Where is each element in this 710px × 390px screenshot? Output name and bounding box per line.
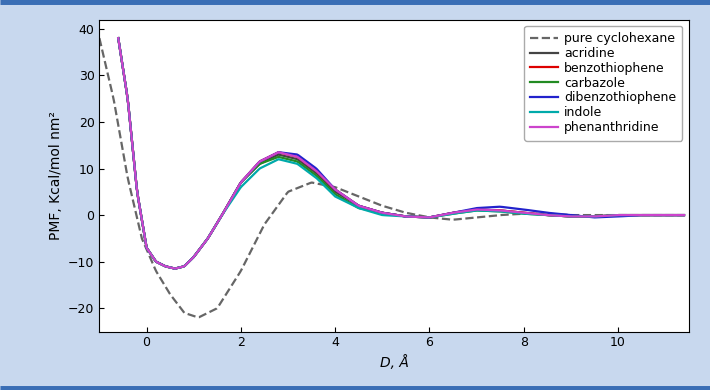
benzothiophene [679, 213, 688, 217]
phenanthridine [339, 193, 348, 198]
pure cyclohexane [287, 188, 295, 193]
X-axis label: D, Å: D, Å [380, 355, 408, 370]
carbazole [183, 261, 192, 265]
acridine [679, 213, 688, 217]
carbazole [524, 212, 532, 216]
dibenzothiophene [183, 261, 192, 265]
pure cyclohexane [518, 211, 527, 216]
dibenzothiophene [300, 157, 308, 162]
Line: benzothiophene: benzothiophene [119, 38, 684, 269]
phenanthridine [679, 213, 688, 217]
acridine [114, 36, 123, 41]
carbazole [114, 36, 123, 41]
dibenzothiophene [679, 213, 688, 217]
benzothiophene [183, 261, 192, 265]
benzothiophene [114, 36, 123, 41]
phenanthridine [114, 36, 123, 41]
dibenzothiophene [170, 266, 179, 271]
phenanthridine [300, 160, 308, 164]
acridine [471, 207, 480, 212]
pure cyclohexane [328, 184, 337, 189]
benzothiophene [524, 211, 532, 216]
Line: indole: indole [119, 38, 684, 269]
Line: phenanthridine: phenanthridine [119, 38, 684, 269]
phenanthridine [527, 211, 535, 216]
dibenzothiophene [527, 208, 535, 213]
phenanthridine [170, 266, 179, 271]
benzothiophene [527, 211, 535, 216]
indole [300, 167, 308, 171]
benzothiophene [471, 207, 480, 212]
pure cyclohexane [193, 315, 202, 319]
indole [339, 199, 348, 203]
Line: acridine: acridine [119, 38, 684, 269]
acridine [524, 211, 532, 216]
carbazole [471, 208, 480, 213]
pure cyclohexane [679, 213, 688, 217]
acridine [170, 266, 179, 271]
Line: carbazole: carbazole [119, 38, 684, 269]
acridine [183, 261, 192, 265]
carbazole [300, 164, 308, 169]
pure cyclohexane [95, 36, 104, 41]
pure cyclohexane [521, 211, 530, 216]
indole [170, 266, 179, 271]
dibenzothiophene [114, 36, 123, 41]
carbazole [527, 212, 535, 216]
indole [524, 212, 532, 216]
indole [679, 213, 688, 217]
benzothiophene [170, 266, 179, 271]
dibenzothiophene [524, 208, 532, 213]
phenanthridine [524, 211, 532, 216]
indole [527, 212, 535, 216]
carbazole [679, 213, 688, 217]
Legend: pure cyclohexane, acridine, benzothiophene, carbazole, dibenzothiophene, indole,: pure cyclohexane, acridine, benzothiophe… [524, 26, 682, 140]
benzothiophene [300, 160, 308, 164]
benzothiophene [339, 193, 348, 198]
Line: pure cyclohexane: pure cyclohexane [99, 38, 684, 317]
carbazole [170, 266, 179, 271]
acridine [339, 195, 348, 199]
phenanthridine [471, 207, 480, 212]
phenanthridine [183, 261, 192, 265]
acridine [527, 211, 535, 216]
pure cyclohexane [464, 216, 473, 220]
indole [183, 261, 192, 265]
carbazole [339, 197, 348, 202]
indole [471, 208, 480, 213]
indole [114, 36, 123, 41]
Line: dibenzothiophene: dibenzothiophene [119, 38, 684, 269]
pure cyclohexane [165, 291, 174, 296]
Y-axis label: PMF, Kcal/mol nm²: PMF, Kcal/mol nm² [48, 111, 62, 240]
dibenzothiophene [471, 206, 480, 211]
dibenzothiophene [339, 193, 348, 198]
acridine [300, 162, 308, 167]
